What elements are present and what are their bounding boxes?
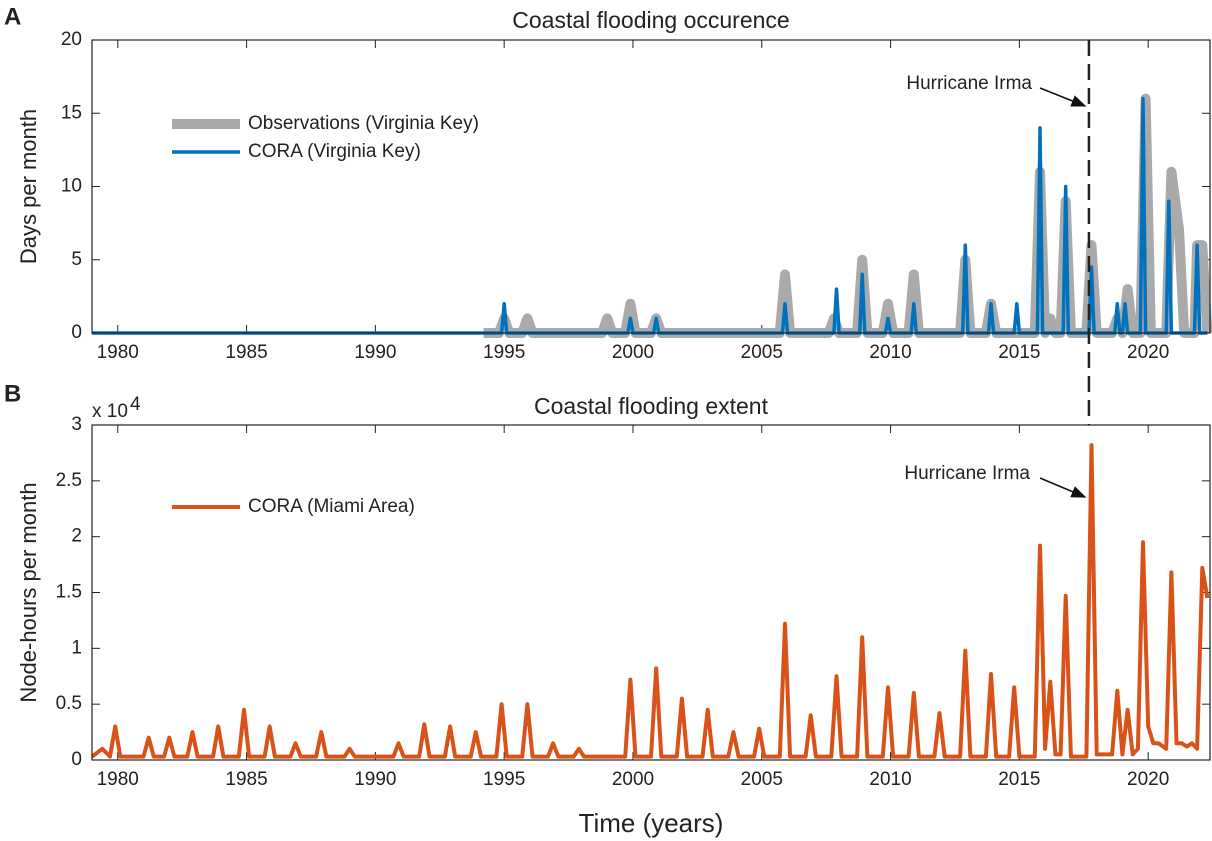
x-axis-title: Time (years) [579, 808, 724, 838]
y-tick-label: 2.5 [56, 470, 82, 491]
annotation: Hurricane Irma [906, 73, 1032, 94]
x-tick-label: 1985 [225, 769, 267, 790]
y-tick-label: 1 [71, 637, 82, 658]
panel-letter: A [4, 3, 21, 30]
x-tick-label: 1995 [483, 342, 525, 363]
y-tick-label: 15 [61, 102, 82, 123]
axis-multiplier-exponent: 4 [130, 394, 141, 415]
y-tick-label: 1.5 [56, 582, 82, 603]
y-tick-label: 0 [71, 749, 82, 770]
annotation-arrow [1039, 477, 1087, 498]
x-tick-label: 1990 [354, 769, 396, 790]
y-tick-label: 0 [71, 322, 82, 343]
x-tick-label: 2000 [612, 769, 654, 790]
axis-multiplier: x 10 [92, 401, 128, 422]
legend-label: CORA (Virginia Key) [248, 141, 421, 162]
x-tick-label: 2000 [612, 342, 654, 363]
series-line [483, 93, 1212, 338]
x-tick-label: 1990 [354, 342, 396, 363]
x-tick-label: 2010 [869, 342, 911, 363]
x-tick-label: 1995 [483, 769, 525, 790]
y-tick-label: 2 [71, 526, 82, 547]
x-tick-label: 1980 [97, 769, 139, 790]
x-tick-label: 1980 [97, 342, 139, 363]
y-tick-label: 10 [61, 176, 82, 197]
y-tick-label: 3 [71, 414, 82, 435]
legend-label: CORA (Miami Area) [248, 496, 415, 517]
x-tick-label: 2020 [1127, 769, 1169, 790]
x-tick-label: 2010 [869, 769, 911, 790]
plot-frame [91, 424, 1211, 761]
annotation-arrow [1039, 87, 1087, 107]
legend-label: Observations (Virginia Key) [248, 113, 479, 134]
x-tick-label: 2015 [998, 342, 1040, 363]
x-tick-label: 2015 [998, 769, 1040, 790]
x-tick-label: 2005 [741, 342, 783, 363]
x-tick-label: 2020 [1127, 342, 1169, 363]
annotation: Hurricane Irma [904, 463, 1030, 484]
x-tick-label: 2005 [741, 769, 783, 790]
chart-title: Coastal flooding occurence [512, 7, 789, 33]
x-tick-label: 1985 [225, 342, 267, 363]
series-line [90, 443, 1210, 759]
y-tick-label: 20 [61, 29, 82, 50]
y-axis-title: Node-hours per month [16, 482, 41, 702]
chart-title: Coastal flooding extent [534, 393, 769, 419]
plot-frame [91, 39, 1211, 334]
y-tick-label: 5 [71, 249, 82, 270]
y-tick-label: 0.5 [56, 693, 82, 714]
panel-letter: B [4, 380, 21, 407]
y-axis-title: Days per month [16, 109, 41, 264]
